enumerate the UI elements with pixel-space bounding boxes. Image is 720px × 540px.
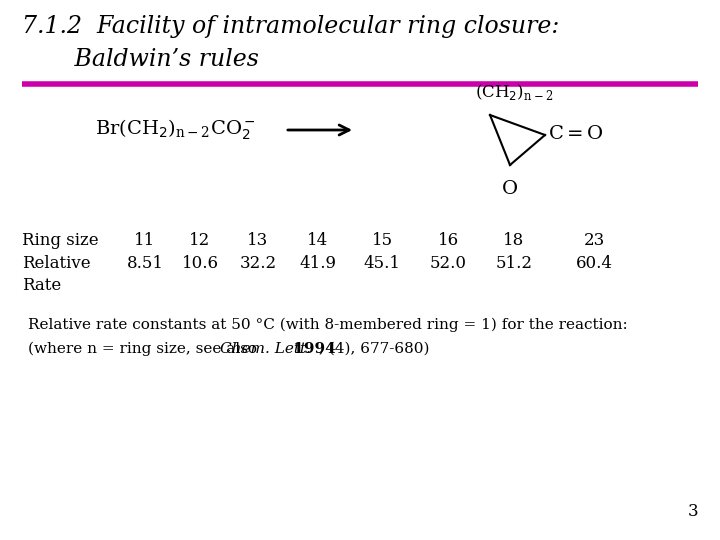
Text: 16: 16	[438, 232, 459, 249]
Text: 13: 13	[248, 232, 269, 249]
Text: 15: 15	[372, 232, 392, 249]
Text: Baldwin’s rules: Baldwin’s rules	[22, 48, 259, 71]
Text: Relative: Relative	[22, 255, 91, 272]
Text: 10.6: 10.6	[181, 255, 218, 272]
Text: 8.51: 8.51	[127, 255, 163, 272]
Text: 32.2: 32.2	[240, 255, 276, 272]
Text: O: O	[502, 180, 518, 198]
Text: Br(CH$_2$)$_{\mathregular{n-2}}$CO$_2^-$: Br(CH$_2$)$_{\mathregular{n-2}}$CO$_2^-$	[94, 118, 256, 142]
Text: (CH$_2$)$_{\mathregular{n-2}}$: (CH$_2$)$_{\mathregular{n-2}}$	[475, 82, 554, 102]
Text: 41.9: 41.9	[300, 255, 336, 272]
Text: C$=$O: C$=$O	[548, 125, 604, 143]
Text: 11: 11	[135, 232, 156, 249]
Text: Ring size: Ring size	[22, 232, 99, 249]
Text: Rate: Rate	[22, 277, 61, 294]
Text: 3: 3	[688, 503, 698, 520]
Text: 12: 12	[189, 232, 211, 249]
Text: 7.1.2  Facility of intramolecular ring closure:: 7.1.2 Facility of intramolecular ring cl…	[22, 15, 559, 38]
Text: 14: 14	[307, 232, 328, 249]
Text: 23: 23	[583, 232, 605, 249]
Text: 45.1: 45.1	[364, 255, 400, 272]
Text: Chem. Lett.: Chem. Lett.	[220, 342, 311, 356]
Text: 18: 18	[503, 232, 525, 249]
Text: (where n = ring size, see also: (where n = ring size, see also	[28, 342, 262, 356]
Text: 51.2: 51.2	[495, 255, 533, 272]
Text: 60.4: 60.4	[575, 255, 613, 272]
Text: 52.0: 52.0	[430, 255, 467, 272]
Text: Relative rate constants at 50 °C (with 8-membered ring = 1) for the reaction:: Relative rate constants at 50 °C (with 8…	[28, 318, 628, 333]
Text: , (4), 677-680): , (4), 677-680)	[320, 342, 430, 356]
Text: 1994: 1994	[289, 342, 336, 356]
